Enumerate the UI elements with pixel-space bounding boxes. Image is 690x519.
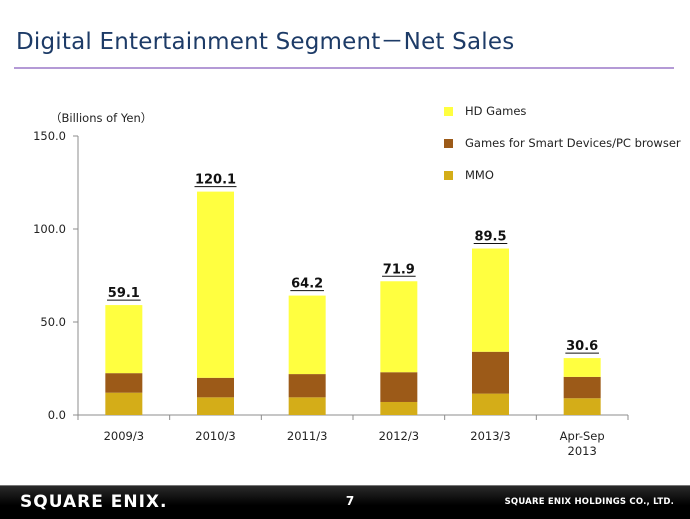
x-category-label: 2010/3	[195, 429, 235, 443]
x-category-label: 2011/3	[287, 429, 327, 443]
bar-segment	[472, 393, 509, 415]
legend-swatch-smart-devices	[444, 138, 453, 148]
x-category-label: 2013	[568, 444, 597, 458]
bar-total-label: 30.6	[566, 339, 598, 354]
legend-swatch-hd-games	[444, 106, 453, 116]
chart-units-label: （Billions of Yen）	[50, 111, 153, 125]
bar-segment	[380, 372, 418, 402]
page-number: 7	[345, 494, 355, 508]
bar-segment	[288, 397, 326, 415]
bar-segment	[563, 398, 601, 415]
bar-segment	[197, 377, 234, 398]
bar-segment	[197, 191, 234, 378]
legend-item-mmo: MMO	[444, 168, 681, 182]
legend-label-smart-devices: Games for Smart Devices/PC browser	[465, 136, 681, 150]
title-divider	[14, 67, 674, 69]
legend-label-hd-games: HD Games	[465, 104, 527, 118]
bar-total-label: 64.2	[291, 277, 323, 292]
bar-segment	[105, 373, 143, 393]
bar-total-label: 71.9	[383, 262, 415, 277]
stacked-bar-chart: 0.0 50.0 100.0 150.0 59.1 2009/3 120.1 2010/3 64…	[33, 129, 629, 458]
legend-swatch-mmo	[444, 170, 453, 180]
bar-total-label: 120.1	[195, 173, 236, 188]
legend-item-hd-games: HD Games	[444, 104, 681, 118]
bar-segment	[563, 376, 601, 399]
footer-divider	[0, 485, 690, 486]
x-category-label: Apr-Sep	[560, 429, 605, 443]
x-category-label: 2013/3	[470, 429, 510, 443]
bar-segment	[105, 305, 143, 374]
legend-item-smart-devices: Games for Smart Devices/PC browser	[444, 136, 681, 150]
company-logo: SQUARE ENIX.	[20, 492, 168, 512]
company-name: SQUARE ENIX HOLDINGS CO., LTD.	[504, 497, 674, 507]
chart-legend: HD Games Games for Smart Devices/PC brow…	[444, 104, 681, 200]
y-tick-label: 150.0	[33, 129, 66, 143]
bar-segment	[563, 358, 601, 377]
legend-label-mmo: MMO	[465, 168, 494, 182]
y-tick-label: 0.0	[48, 408, 66, 422]
bar-segment	[472, 351, 509, 394]
bar-segment	[288, 374, 326, 398]
x-category-label: 2012/3	[379, 429, 419, 443]
bar-segment	[105, 392, 143, 415]
bar-total-label: 59.1	[108, 286, 140, 301]
y-tick-label: 50.0	[40, 315, 66, 329]
footer-bar	[0, 485, 690, 519]
bar-segment	[380, 281, 418, 373]
bar-segment	[380, 401, 418, 415]
slide-title: Digital Entertainment Segment－Net Sales	[16, 29, 515, 55]
bar-segment	[288, 295, 326, 375]
bar-total-label: 89.5	[474, 230, 506, 245]
bar-segment	[472, 248, 509, 352]
y-tick-label: 100.0	[33, 222, 66, 236]
bar-segment	[197, 397, 234, 415]
x-category-label: 2009/3	[104, 429, 144, 443]
